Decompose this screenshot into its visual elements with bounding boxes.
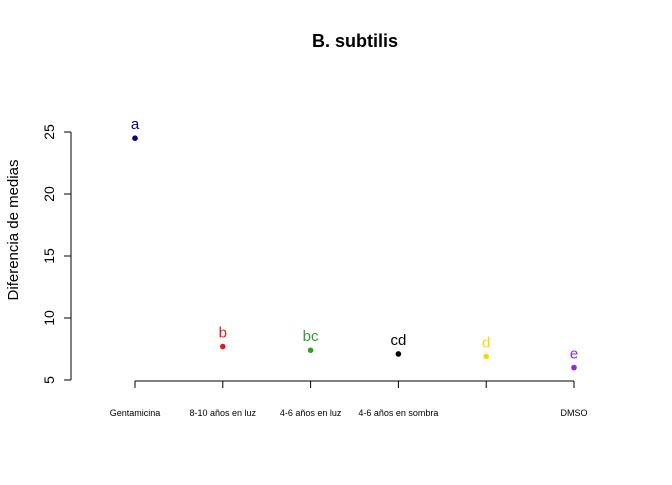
significance-letter: d bbox=[482, 334, 490, 351]
data-point bbox=[220, 343, 226, 350]
y-axis: 5 10 15 20 25 bbox=[41, 124, 72, 384]
chart-title: B. subtilis bbox=[312, 31, 398, 51]
y-tick-label: 5 bbox=[41, 376, 57, 384]
y-tick-label: 10 bbox=[41, 310, 57, 326]
x-tick-label: 8-10 años en luz bbox=[190, 408, 257, 418]
y-tick-label: 20 bbox=[41, 186, 57, 202]
x-axis: Gentamicina 8-10 años en luz 4-6 años en l… bbox=[110, 380, 588, 418]
x-tick-label: 4-6 años en luz bbox=[280, 408, 342, 418]
significance-letter: cd bbox=[390, 332, 406, 349]
significance-letter: a bbox=[131, 116, 140, 133]
x-tick-label: Gentamicina bbox=[110, 408, 161, 418]
y-axis-title: Diferencia de medias bbox=[5, 160, 22, 301]
data-point bbox=[571, 364, 577, 371]
data-point bbox=[307, 347, 314, 354]
data-point bbox=[132, 135, 138, 141]
y-tick-label: 15 bbox=[41, 248, 57, 264]
data-point bbox=[483, 353, 490, 360]
data-point bbox=[395, 351, 402, 357]
significance-letters: a b bc cd d e bbox=[131, 116, 578, 362]
significance-letter: e bbox=[570, 346, 578, 363]
significance-letter: bc bbox=[303, 328, 319, 345]
data-points bbox=[132, 135, 577, 371]
significance-letter: b bbox=[219, 325, 227, 342]
x-tick-label: DMSO bbox=[561, 408, 588, 418]
y-tick-label: 25 bbox=[41, 124, 57, 140]
x-tick-label: 4-6 años en sombra bbox=[358, 408, 438, 418]
